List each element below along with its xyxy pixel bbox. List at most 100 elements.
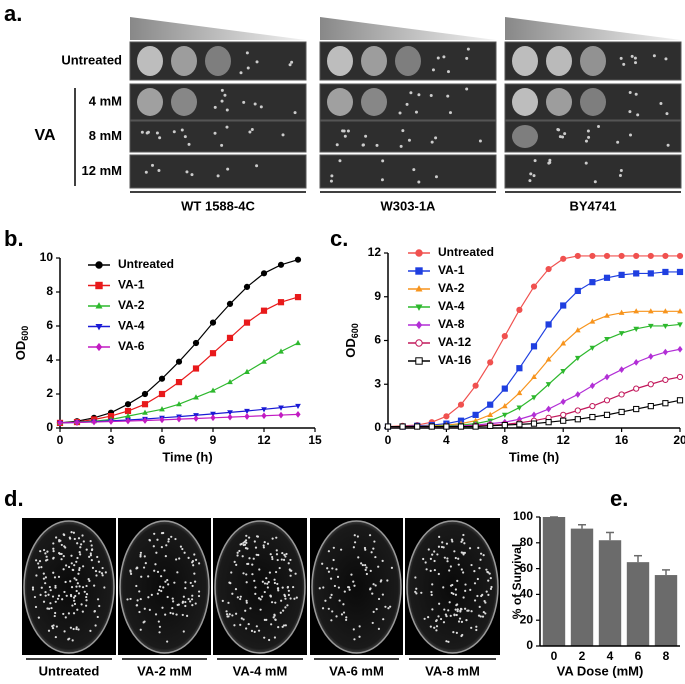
colony [485,590,488,593]
marker [295,339,301,346]
marker [260,307,268,314]
colony [129,572,133,575]
colony [242,100,246,104]
bar [626,562,650,646]
x-tick-label: 4 [607,649,614,663]
colony [479,558,482,561]
marker [604,373,610,381]
marker [210,387,216,393]
colony [279,611,282,614]
marker [443,423,450,430]
marker [633,270,640,277]
colony [242,618,245,621]
colony [85,595,88,599]
marker [531,395,537,401]
colony [54,635,57,639]
colony [65,564,68,567]
colony [337,586,340,589]
colony [430,593,433,596]
marker [74,419,80,426]
colony [245,599,248,602]
colony [465,87,469,91]
marker [457,423,465,430]
marker [244,413,250,420]
colony [220,143,224,147]
colony [187,142,191,146]
colony [76,582,79,585]
strain-label: W303-1A [381,198,437,213]
colony [338,599,341,602]
colony [33,595,37,599]
colony [163,569,166,572]
marker [516,365,523,372]
marker [226,334,234,341]
colony [433,568,436,572]
colony [619,168,623,172]
colony [463,542,466,545]
marker [501,421,508,429]
colony [326,567,329,570]
colony [457,557,460,560]
colony [451,540,454,543]
colony [417,93,421,97]
colony [275,536,278,539]
colony [475,628,478,632]
colony [185,170,189,174]
marker [677,322,683,328]
marker [574,287,581,295]
colony [330,619,333,622]
colony [71,604,74,607]
colony [242,541,245,544]
colony [191,594,194,597]
marker [278,405,284,411]
panel-letter: b. [4,226,24,251]
marker [472,423,479,430]
colony [438,535,441,538]
colony [374,584,377,587]
colony [329,179,333,183]
colony [39,550,42,553]
colony [44,552,47,555]
colony [64,616,67,619]
colony [226,167,230,171]
colony [475,625,478,628]
colony [465,619,468,622]
colony [40,586,43,589]
marker [159,416,165,424]
colony [487,571,490,574]
colony [97,560,100,563]
marker [633,252,640,260]
colony [463,551,466,554]
colony [399,144,403,148]
colony [556,127,560,131]
colony [292,585,295,589]
dilution-triangle [130,17,306,40]
colony [480,552,483,555]
colony [231,592,234,595]
colony [167,583,170,586]
colony [430,590,433,594]
colony [73,599,76,602]
colony [187,597,190,601]
colony [94,569,98,573]
colony [254,592,257,595]
colony [464,589,467,592]
colony [330,593,333,596]
colony [363,546,367,550]
colony [57,594,61,597]
colony [622,62,626,66]
marker [633,308,640,314]
colony [470,563,473,567]
colony [459,610,462,613]
colony [446,70,450,74]
colony [147,596,150,599]
colony [466,47,470,51]
colony [191,604,194,607]
colony [67,638,70,641]
colony [89,552,92,555]
colony [273,636,277,639]
colony [51,627,55,630]
marker [159,406,165,412]
colony [447,609,450,612]
colony [533,159,537,163]
